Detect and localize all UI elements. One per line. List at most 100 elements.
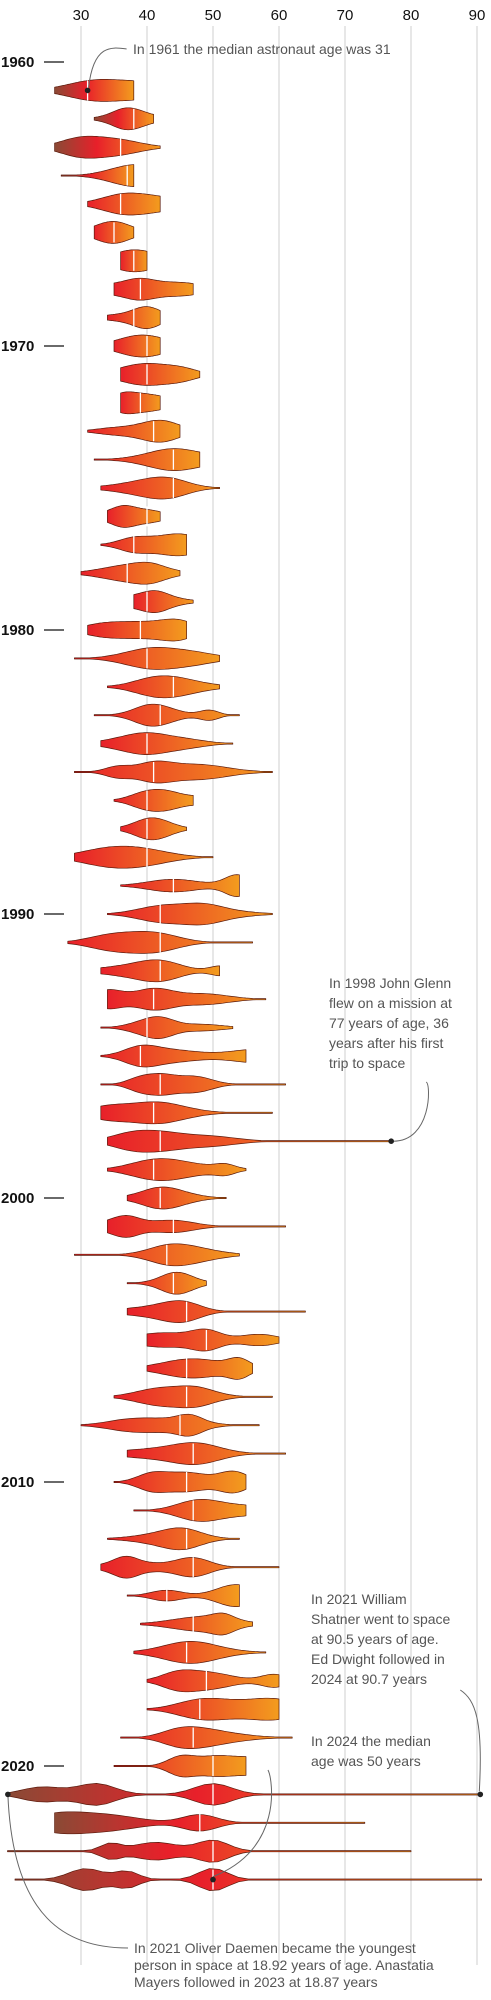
violin-2015 [140, 1612, 253, 1636]
violin-1970 [113, 334, 161, 358]
year-label: 2020 [1, 1758, 34, 1775]
violin-2017 [146, 1669, 280, 1693]
violin-1964 [60, 164, 135, 187]
ann-shatner-line: 2024 at 90.7 years [311, 1671, 427, 1687]
violin-2001 [107, 1215, 286, 1238]
violin-1984 [100, 732, 234, 755]
violin-2003 [126, 1271, 207, 1295]
year-label: 1960 [1, 54, 34, 71]
x-tick-label: 60 [271, 7, 288, 24]
x-tick-label: 80 [403, 7, 420, 24]
violin-1977 [100, 533, 187, 557]
marker-daemen [5, 1791, 11, 1798]
violin-2020 [113, 1754, 247, 1778]
violin-2011 [133, 1499, 247, 1522]
annotations: In 1961 the median astronaut age was 31 I… [5, 41, 484, 1990]
x-tick-label: 90 [469, 7, 486, 24]
marker-median-1961 [84, 87, 91, 94]
violin-2009 [126, 1442, 286, 1465]
year-label: 2000 [1, 1190, 34, 1207]
x-tick-label: 50 [205, 7, 222, 24]
ann-median-1961-line: In 1961 the median astronaut age was 31 [133, 41, 391, 57]
ann-shatner-line: at 90.5 years of age. [311, 1631, 439, 1647]
violin-1978 [80, 561, 181, 585]
violin-2006 [146, 1357, 253, 1380]
marker-shatner [477, 1791, 484, 1798]
violin-1986 [113, 789, 194, 812]
violin-1962 [93, 107, 154, 131]
violin-1990 [107, 902, 273, 926]
violin-1996 [100, 1073, 286, 1096]
ann-glenn-line: flew on a mission at [329, 995, 452, 1011]
violin-2012 [107, 1527, 240, 1551]
leader-glenn [393, 1081, 430, 1142]
violin-1989 [120, 874, 240, 897]
year-label: 1970 [1, 338, 34, 355]
violin-1979 [133, 590, 194, 613]
violin-1976 [107, 505, 161, 528]
ann-glenn-line: 77 years of age, 36 [329, 1015, 449, 1031]
ann-median-2024-line: In 2024 the median [311, 1733, 431, 1749]
leader-shatner [460, 1689, 481, 1792]
violin-1995 [100, 1044, 247, 1068]
violin-2024 [14, 1868, 482, 1891]
ann-shatner-line: Shatner went to space [311, 1611, 451, 1627]
violin-1982 [107, 675, 220, 699]
violin-2013 [100, 1555, 280, 1579]
marker-median-2024 [210, 1876, 216, 1883]
violin-2016 [133, 1641, 267, 1664]
violin-1994 [100, 1016, 234, 1039]
violin-1985 [74, 760, 273, 784]
x-tick-label: 30 [73, 7, 90, 24]
violin-1988 [74, 845, 214, 869]
violin-2022 [54, 1811, 366, 1835]
ann-shatner-line: In 2021 William [311, 1591, 407, 1607]
violin-2005 [146, 1328, 280, 1352]
violin-1987 [120, 817, 187, 841]
violin-1983 [93, 703, 240, 727]
marker-glenn [388, 1138, 395, 1144]
violin-1971 [120, 363, 201, 386]
violin-1965 [87, 192, 161, 216]
violin-1998 [107, 1129, 392, 1153]
ann-glenn-line: trip to space [329, 1055, 405, 1071]
ann-daemen-line: person in space at 18.92 years of age. A… [134, 1957, 434, 1973]
violin-1975 [100, 476, 220, 500]
year-label: 1980 [1, 622, 34, 639]
violin-1993 [107, 987, 267, 1011]
ann-daemen-line: In 2021 Oliver Daemen became the younges… [134, 1940, 416, 1956]
violin-2004 [126, 1300, 306, 1323]
violin-1968 [113, 277, 194, 301]
violins [7, 79, 482, 1891]
violin-2019 [120, 1726, 293, 1749]
violin-1997 [100, 1101, 273, 1125]
violin-2007 [113, 1385, 273, 1409]
violin-1963 [54, 135, 161, 159]
ann-daemen-line: Mayers followed in 2023 at 18.87 years [134, 1974, 378, 1990]
violin-2021 [7, 1783, 481, 1806]
violin-2002 [74, 1243, 240, 1267]
leader-median-1961 [88, 47, 127, 88]
ann-glenn-line: In 1998 John Glenn [329, 975, 451, 991]
ann-glenn-line: years after his first [329, 1035, 443, 1051]
year-labels: 1960 1970 1980 1990 2000 2010 2020 [1, 54, 64, 1775]
leader-median-2024 [212, 1769, 273, 1878]
gridlines: 30 40 50 60 70 80 90 [73, 7, 486, 1965]
violin-2008 [80, 1413, 260, 1437]
leader-daemen [7, 1794, 129, 1949]
ann-shatner-line: Ed Dwight followed in [311, 1651, 445, 1667]
x-tick-label: 70 [337, 7, 354, 24]
violin-1961 [54, 79, 135, 102]
violin-1973 [87, 419, 181, 443]
violin-2023 [7, 1839, 412, 1863]
violin-1999 [107, 1158, 247, 1181]
violin-2010 [113, 1470, 247, 1494]
violin-2000 [126, 1186, 227, 1210]
violin-1980 [87, 618, 187, 642]
ann-median-2024-line: age was 50 years [311, 1753, 421, 1769]
year-label: 2010 [1, 1474, 34, 1491]
x-tick-label: 40 [139, 7, 156, 24]
violin-2018 [146, 1697, 280, 1721]
